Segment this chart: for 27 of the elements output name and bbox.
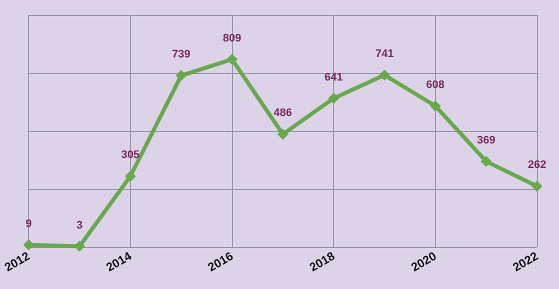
point [74,240,86,252]
data-label: 809 [222,32,242,44]
data-label: 262 [528,159,546,172]
point [379,70,390,81]
data-label: 641 [324,71,343,84]
point [124,170,136,182]
data-label: 739 [172,48,190,61]
point [532,180,542,192]
point [277,128,288,140]
data-label: 486 [274,107,292,120]
data-label: 608 [426,78,445,91]
x-tick-label: 2022 [510,248,541,274]
x-tick-label: 2014 [104,248,134,274]
data-label: 9 [26,218,32,230]
x-tick-label: 2020 [408,248,440,274]
point [226,54,238,65]
data-label: 3 [76,219,83,232]
x-tick-label: 2012 [2,248,32,274]
point [480,156,492,167]
data-label: 741 [375,48,394,60]
point [328,92,340,104]
x-tick-label: 2016 [205,248,236,274]
data-label: 305 [121,149,140,162]
point [176,70,187,82]
x-tick-label: 2018 [307,248,338,274]
point [430,100,441,112]
data-label: 369 [476,134,496,146]
